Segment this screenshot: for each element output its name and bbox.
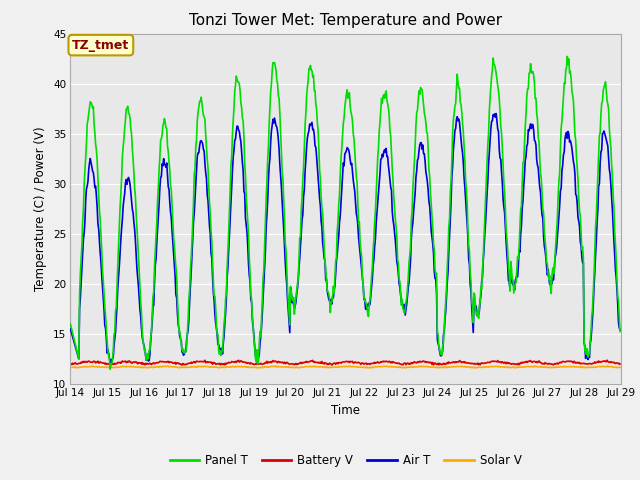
Air T xyxy=(429,241,436,247)
Battery V xyxy=(413,360,420,366)
Title: Tonzi Tower Met: Temperature and Power: Tonzi Tower Met: Temperature and Power xyxy=(189,13,502,28)
Solar V xyxy=(604,363,612,369)
Panel T xyxy=(134,238,141,243)
Battery V xyxy=(328,362,335,368)
X-axis label: Time: Time xyxy=(331,404,360,417)
Solar V xyxy=(143,365,150,371)
Solar V xyxy=(616,364,624,370)
Air T xyxy=(133,265,141,271)
Battery V xyxy=(616,361,624,367)
Air T xyxy=(77,295,84,301)
Panel T xyxy=(413,110,420,116)
Line: Battery V: Battery V xyxy=(70,360,620,365)
Panel T xyxy=(189,201,197,206)
Solar V xyxy=(189,364,197,370)
Line: Panel T: Panel T xyxy=(70,57,620,369)
Solar V xyxy=(413,364,420,370)
Air T xyxy=(218,345,225,351)
Panel T xyxy=(106,366,114,372)
Panel T xyxy=(429,225,436,230)
Solar V xyxy=(67,365,74,371)
Air T xyxy=(413,168,420,174)
Battery V xyxy=(429,360,436,365)
Panel T xyxy=(616,329,624,335)
Battery V xyxy=(603,357,611,363)
Air T xyxy=(67,326,74,332)
Air T xyxy=(254,360,262,366)
Battery V xyxy=(77,360,84,366)
Line: Air T: Air T xyxy=(70,114,620,363)
Air T xyxy=(189,237,196,242)
Panel T xyxy=(67,321,74,327)
Solar V xyxy=(133,364,141,370)
Panel T xyxy=(563,54,571,60)
Solar V xyxy=(219,364,227,370)
Panel T xyxy=(219,345,227,350)
Solar V xyxy=(77,364,84,370)
Battery V xyxy=(133,360,141,366)
Air T xyxy=(492,111,500,117)
Legend: Panel T, Battery V, Air T, Solar V: Panel T, Battery V, Air T, Solar V xyxy=(164,449,527,472)
Battery V xyxy=(67,361,74,367)
Solar V xyxy=(429,364,436,370)
Battery V xyxy=(218,361,225,367)
Text: TZ_tmet: TZ_tmet xyxy=(72,38,129,52)
Battery V xyxy=(189,360,196,366)
Line: Solar V: Solar V xyxy=(70,366,620,368)
Panel T xyxy=(77,271,84,277)
Air T xyxy=(616,327,624,333)
Y-axis label: Temperature (C) / Power (V): Temperature (C) / Power (V) xyxy=(35,127,47,291)
